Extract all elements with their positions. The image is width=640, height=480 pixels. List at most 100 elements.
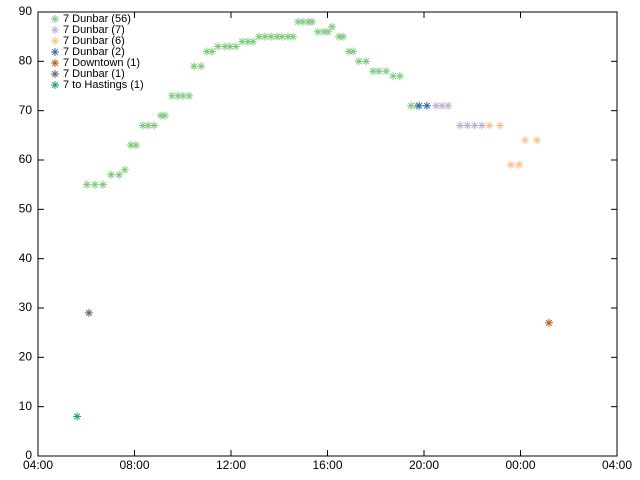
point: [395, 72, 404, 81]
legend-marker: [51, 59, 59, 67]
point: [107, 170, 116, 179]
legend-marker: [51, 15, 59, 23]
x-tick-label: 20:00: [409, 458, 439, 472]
point: [173, 91, 182, 100]
point: [532, 136, 541, 145]
point: [82, 180, 91, 189]
x-tick-label: 04:00: [23, 458, 53, 472]
point: [338, 32, 347, 41]
point: [213, 42, 222, 51]
x-tick-label: 08:00: [119, 458, 149, 472]
point: [238, 37, 247, 46]
y-tick-label: 70: [19, 103, 33, 117]
point: [220, 42, 229, 51]
point: [515, 160, 524, 169]
point: [277, 32, 286, 41]
x-tick-label: 04:00: [602, 458, 632, 472]
point: [308, 17, 317, 26]
point: [248, 37, 257, 46]
point: [231, 42, 240, 51]
point: [463, 121, 472, 130]
point: [126, 141, 135, 150]
legend-marker: [51, 70, 59, 78]
point: [485, 121, 494, 130]
point: [344, 47, 353, 56]
legend-label: 7 Downtown (1): [63, 57, 140, 69]
point: [178, 91, 187, 100]
point: [444, 101, 453, 110]
point: [167, 91, 176, 100]
y-tick-label: 30: [19, 300, 33, 314]
point: [382, 67, 391, 76]
point: [120, 165, 129, 174]
point: [115, 170, 124, 179]
legend-label: 7 Dunbar (7): [63, 24, 125, 36]
point: [415, 101, 424, 110]
point: [389, 72, 398, 81]
point: [432, 101, 441, 110]
point: [354, 57, 363, 66]
point: [294, 17, 303, 26]
point: [477, 121, 486, 130]
legend-marker: [51, 37, 59, 45]
point: [261, 32, 270, 41]
point: [160, 111, 169, 120]
point: [197, 62, 206, 71]
point: [456, 121, 465, 130]
point: [131, 141, 140, 150]
point: [267, 32, 276, 41]
legend-marker: [51, 81, 59, 89]
point: [90, 180, 99, 189]
point: [495, 121, 504, 130]
point: [254, 32, 263, 41]
point: [362, 57, 371, 66]
legend-marker: [51, 48, 59, 56]
point: [289, 32, 298, 41]
point: [190, 62, 199, 71]
x-tick-label: 12:00: [216, 458, 246, 472]
point: [521, 136, 530, 145]
point: [273, 32, 282, 41]
legend-label: 7 Dunbar (56): [63, 13, 131, 25]
point: [283, 32, 292, 41]
y-tick-label: 90: [19, 4, 33, 18]
point: [150, 121, 159, 130]
y-tick-label: 0: [25, 448, 32, 462]
y-tick-label: 20: [19, 350, 33, 364]
point: [438, 101, 447, 110]
point: [323, 27, 332, 36]
point: [243, 37, 252, 46]
point: [313, 27, 322, 36]
point: [73, 412, 82, 421]
point: [226, 42, 235, 51]
legend-label: 7 Dunbar (1): [63, 68, 125, 80]
point: [98, 180, 107, 189]
point: [374, 67, 383, 76]
point: [207, 47, 216, 56]
y-tick-label: 60: [19, 152, 33, 166]
point: [202, 47, 211, 56]
point: [298, 17, 307, 26]
point: [506, 160, 515, 169]
y-tick-label: 50: [19, 202, 33, 216]
legend-label: 7 Dunbar (2): [63, 46, 125, 58]
y-tick-label: 40: [19, 251, 33, 265]
x-tick-label: 00:00: [505, 458, 535, 472]
point: [470, 121, 479, 130]
x-tick-label: 16:00: [312, 458, 342, 472]
point: [369, 67, 378, 76]
point: [84, 308, 93, 317]
legend-label: 7 to Hastings (1): [63, 79, 144, 91]
point: [349, 47, 358, 56]
point: [328, 22, 337, 31]
point: [319, 27, 328, 36]
point: [422, 101, 431, 110]
legend-marker: [51, 26, 59, 34]
legend-label: 7 Dunbar (6): [63, 35, 125, 47]
point: [144, 121, 153, 130]
y-tick-label: 10: [19, 399, 33, 413]
point: [544, 318, 553, 327]
y-tick-label: 80: [19, 54, 33, 68]
point: [185, 91, 194, 100]
